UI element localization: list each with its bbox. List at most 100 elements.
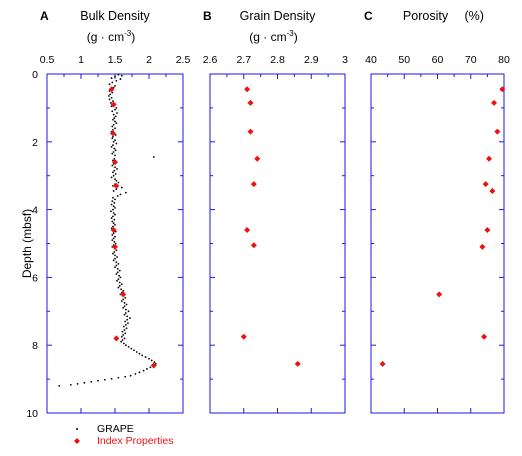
- grape-point: [97, 379, 99, 382]
- grape-point: [112, 190, 115, 192]
- grape-point: [138, 352, 141, 355]
- grape-point: [114, 198, 116, 201]
- unit-exponent: -3: [124, 29, 132, 38]
- legend-grape-marker: [76, 428, 78, 430]
- grape-point: [116, 271, 119, 274]
- grape-point: [141, 354, 144, 357]
- series-grape: [58, 73, 157, 387]
- grape-point: [123, 313, 126, 316]
- unit-close: ): [294, 30, 298, 44]
- grape-point: [116, 256, 118, 258]
- grape-point: [124, 332, 127, 335]
- unit-base: (g · cm: [249, 30, 286, 44]
- x-tick-label: 0.5: [40, 54, 55, 66]
- grape-point: [115, 122, 118, 125]
- y-tick-label: 10: [26, 408, 38, 420]
- grape-point: [124, 312, 127, 314]
- grape-point: [126, 318, 129, 321]
- grape-point: [116, 168, 118, 170]
- grape-point: [112, 100, 114, 103]
- grape-point: [114, 108, 116, 111]
- plot-frame: [370, 73, 505, 414]
- y-axis-label: Depth (mbsf): [20, 209, 34, 278]
- grape-point: [112, 237, 115, 240]
- grape-point: [112, 232, 115, 235]
- index-properties-point: [247, 128, 254, 135]
- grape-point: [116, 279, 118, 282]
- x-tick-label: 60: [432, 54, 444, 66]
- y-tick-label: 6: [32, 272, 38, 284]
- grape-point: [120, 288, 123, 291]
- grape-point: [122, 334, 125, 336]
- grape-point: [112, 174, 115, 177]
- grape-point: [117, 286, 120, 289]
- grape-point: [110, 145, 113, 148]
- grape-point: [112, 196, 114, 199]
- series-index-properties: [240, 86, 301, 367]
- y-tick-label: 8: [32, 340, 38, 352]
- grape-point: [111, 200, 114, 203]
- x-tick-label: 2.9: [304, 54, 319, 66]
- grape-point: [153, 361, 156, 364]
- grape-point: [113, 251, 116, 253]
- x-tick-label: 2.6: [203, 54, 218, 66]
- index-properties-point: [113, 182, 120, 189]
- grape-point: [127, 310, 130, 313]
- index-properties-point: [479, 243, 486, 250]
- grape-point: [142, 369, 145, 372]
- grape-point: [115, 142, 118, 145]
- index-properties-point: [109, 130, 116, 137]
- grape-point: [114, 223, 116, 226]
- grape-point: [116, 195, 119, 197]
- index-properties-point: [499, 86, 506, 93]
- grape-point: [116, 112, 118, 114]
- grape-point: [113, 218, 116, 221]
- panel-letter: B: [203, 9, 212, 23]
- grape-point: [125, 303, 128, 306]
- grape-point: [118, 284, 121, 287]
- index-properties-point: [491, 99, 498, 106]
- grape-point: [123, 329, 126, 331]
- grape-point: [112, 171, 114, 174]
- index-properties-point: [294, 360, 301, 367]
- grape-point: [127, 322, 129, 325]
- grape-point: [114, 149, 117, 152]
- grape-point: [127, 345, 130, 348]
- grape-point: [111, 234, 114, 236]
- grape-point: [83, 381, 86, 384]
- grape-point: [117, 278, 120, 280]
- legend-item: GRAPE: [76, 423, 134, 435]
- grape-point: [152, 156, 155, 158]
- grape-point: [114, 207, 116, 209]
- grape-point: [114, 127, 116, 130]
- panel-b: B Grain Density (g · cm-3) 2.6 2.7 2.8 2.9 3: [203, 9, 348, 414]
- grape-point: [114, 242, 117, 245]
- grape-point: [112, 259, 115, 262]
- grape-point: [112, 140, 115, 143]
- panel-title: Bulk Density: [80, 9, 150, 23]
- grape-point: [110, 96, 113, 99]
- y-tick-label: 0: [32, 69, 38, 81]
- index-properties-point: [240, 333, 247, 340]
- grape-point: [112, 252, 114, 255]
- grape-point: [113, 157, 116, 160]
- grape-point: [76, 382, 79, 385]
- grape-point: [120, 186, 123, 189]
- grape-point: [111, 91, 114, 94]
- index-properties-point: [379, 360, 386, 367]
- index-properties-point: [482, 181, 489, 188]
- grape-point: [114, 178, 116, 180]
- grape-point: [133, 349, 135, 352]
- grape-point: [119, 276, 122, 279]
- grape-point: [115, 249, 118, 252]
- grape-point: [123, 337, 126, 340]
- grape-point: [113, 147, 116, 150]
- grape-point: [111, 137, 114, 140]
- index-properties-point: [247, 99, 254, 106]
- grape-point: [110, 377, 113, 380]
- grape-point: [112, 123, 115, 126]
- x-tick-label: 2.7: [236, 54, 251, 66]
- grape-point: [114, 213, 116, 216]
